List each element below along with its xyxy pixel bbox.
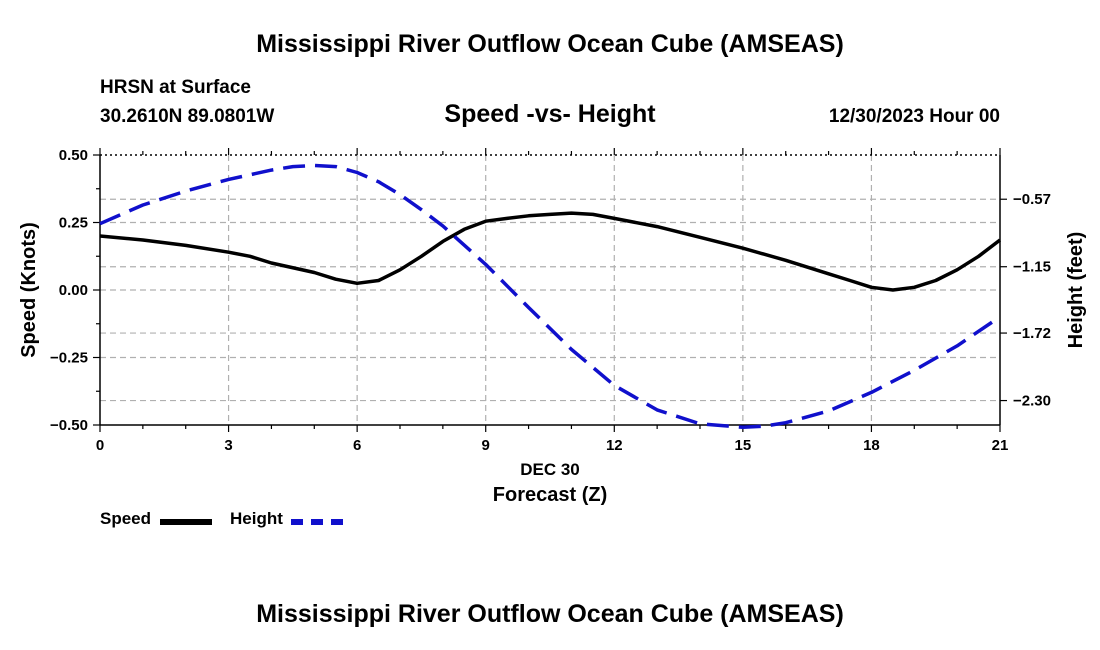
legend-speed-swatch: [160, 519, 212, 525]
y-right-tick-label: −1.15: [1013, 259, 1051, 276]
main-title: Mississippi River Outflow Ocean Cube (AM…: [256, 30, 844, 58]
y-axis-right-title: Height (feet): [1065, 232, 1087, 349]
y-right-tick-label: −2.30: [1013, 393, 1051, 410]
x-tick-label: 21: [992, 437, 1009, 454]
x-tick-label: 18: [863, 437, 880, 454]
x-tick-label: 12: [606, 437, 623, 454]
grid-layer: [100, 155, 1000, 425]
y-left-tick-label: 0.00: [59, 282, 88, 299]
y-left-tick-label: 0.25: [59, 215, 88, 232]
station-label: HRSN at Surface: [100, 77, 251, 98]
chart-subtitle: Speed -vs- Height: [444, 100, 656, 128]
height-series-line: [99, 163, 1001, 430]
series-layer: [99, 163, 1002, 430]
x-tick-label: 0: [96, 437, 104, 454]
x-tick-label: 3: [224, 437, 232, 454]
legend-speed-label: Speed: [100, 509, 152, 528]
x-date-label: DEC 30: [520, 460, 580, 479]
y-right-tick-label: −1.72: [1013, 325, 1051, 342]
y-right-tick-label: −0.57: [1013, 191, 1051, 208]
y-left-tick-label: −0.50: [50, 417, 88, 434]
speed-series-line: [99, 211, 1002, 292]
footer-title: Mississippi River Outflow Ocean Cube (AM…: [256, 600, 844, 628]
datetime-label: 12/30/2023 Hour 00: [828, 106, 1000, 127]
axes-layer: 0 3 6 9 12 15 18 21 −0.50 −0.25 0.00 0.25 0.50 −2.30 −…: [50, 147, 1051, 454]
legend-height-label: Height: [230, 509, 283, 528]
y-axis-left-title: Speed (Knots): [18, 222, 40, 358]
x-tick-label: 9: [482, 437, 490, 454]
x-tick-label: 6: [353, 437, 361, 454]
y-left-tick-label: −0.25: [50, 350, 88, 367]
x-axis-title: Forecast (Z): [493, 484, 607, 506]
coordinates-label: 30.2610N 89.0801W: [100, 106, 275, 127]
y-left-tick-label: 0.50: [59, 147, 88, 164]
x-tick-label: 15: [735, 437, 752, 454]
legend-height-swatch: [291, 519, 343, 525]
